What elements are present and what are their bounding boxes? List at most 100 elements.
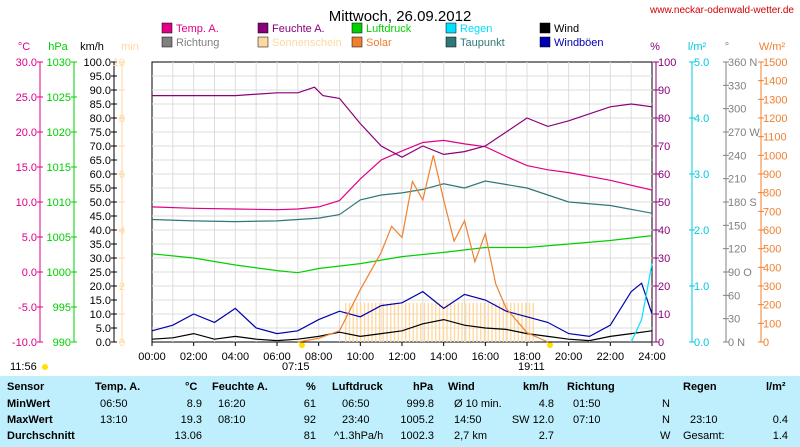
legend-label: Luftdruck	[366, 23, 412, 35]
y-tick-label: 100.0	[83, 57, 111, 69]
header-press: Luftdruck	[332, 381, 383, 393]
rain-total: 1.4	[772, 430, 788, 442]
min-hum: 61	[303, 398, 316, 410]
max-hum: 92	[303, 414, 316, 426]
legend-label: Taupunkt	[460, 37, 505, 49]
y-tick-label: 5.0	[22, 232, 37, 244]
x-tick-label: 02:00	[180, 351, 208, 363]
legend-swatch	[351, 22, 363, 34]
axis-unit-label: hPa	[48, 41, 68, 53]
min-dir: N	[662, 398, 670, 410]
y-tick-label: 0 N	[728, 337, 745, 349]
y-tick-label: 50.0	[90, 197, 111, 209]
y-tick-label: 700	[763, 206, 781, 218]
legend-label: Wind	[554, 23, 579, 35]
y-tick-label: 400	[763, 262, 781, 274]
y-tick-label: 80	[658, 113, 670, 125]
axes: 00:00 02:00 04:00 06:00 08:00 10:00 12:00 14:00…	[10, 41, 787, 373]
max-hum-time: 08:10	[218, 414, 246, 426]
y-tick-label: 35.0	[90, 239, 111, 251]
x-tick-label: 10:00	[347, 351, 375, 363]
y-tick-label: 330	[728, 80, 746, 92]
y-tick-label: 80.0	[90, 113, 111, 125]
y-tick-label: 100	[763, 318, 781, 330]
y-tick-label: 70.0	[90, 141, 111, 153]
x-tick-label: 12:00	[388, 351, 416, 363]
y-tick-label: 270 W	[728, 127, 760, 139]
y-tick-label: 150	[728, 220, 746, 232]
sunrise-marker	[299, 342, 305, 348]
y-tick-label: 60.0	[90, 169, 111, 181]
y-tick-label: 95.0	[90, 71, 111, 83]
y-tick-label: 0.0	[96, 337, 111, 349]
header-hum-unit: %	[306, 381, 316, 393]
rain-total-label: Gesamt:	[683, 430, 725, 442]
y-tick-label: 60	[658, 169, 670, 181]
y-tick-label: 300	[728, 104, 746, 116]
header-sensor: Sensor	[7, 381, 45, 393]
legend-swatch	[445, 22, 457, 34]
header-rain: Regen	[683, 381, 717, 393]
header-temp: Temp. A.	[95, 381, 141, 393]
max-dir: N	[662, 414, 670, 426]
plot-area	[151, 61, 653, 343]
x-tick-label: 14:00	[430, 351, 458, 363]
legend-swatch	[161, 22, 173, 34]
avg-press-trend: ^1.3hPa/h	[334, 430, 384, 442]
min-press: 999.8	[406, 398, 434, 410]
legend: Temp. A. Feuchte A. Luftdruck Regen Wind Rich…	[161, 22, 604, 49]
y-tick-label: 25.0	[90, 267, 111, 279]
x-tick-label: 06:00	[263, 351, 291, 363]
series-line	[151, 139, 653, 211]
y-tick-label: 40.0	[90, 225, 111, 237]
y-tick-label: 55.0	[90, 183, 111, 195]
avg-hum: 81	[303, 430, 316, 442]
y-tick-label: 90 O	[728, 267, 752, 279]
y-tick-label: 1015	[47, 162, 71, 174]
y-tick-label: 65.0	[90, 155, 111, 167]
y-tick-label: 1010	[47, 197, 71, 209]
axis-unit-label: °	[725, 41, 729, 53]
y-tick-label: 85.0	[90, 99, 111, 111]
min-wind: 4.8	[538, 398, 554, 410]
header-wind-unit: km/h	[523, 381, 549, 393]
site-url[interactable]: www.neckar-odenwald-wetter.de	[650, 5, 794, 16]
y-tick-label: 1400	[763, 76, 787, 88]
max-wind: SW 12.0	[511, 414, 554, 426]
y-tick-label: 300	[763, 281, 781, 293]
y-tick-label: 4.0	[694, 113, 709, 125]
max-rain: 0.4	[772, 414, 788, 426]
min-temp-time: 06:50	[100, 398, 128, 410]
legend-swatch	[161, 36, 173, 48]
y-tick-label: 1200	[763, 113, 787, 125]
y-tick-label: 15.0	[16, 162, 37, 174]
y-tick-label: 1100	[763, 132, 787, 144]
legend-label: Sonnenschein	[272, 37, 342, 49]
y-tick-label: 120	[728, 244, 746, 256]
axis-unit-label: km/h	[80, 41, 104, 53]
series-line	[297, 155, 549, 343]
y-tick-label: 900	[763, 169, 781, 181]
y-tick-label: 10.0	[16, 197, 37, 209]
avg-dir: W	[660, 430, 671, 442]
x-tick-label: 04:00	[222, 351, 250, 363]
series-line	[152, 86, 653, 158]
y-tick-label: 800	[763, 188, 781, 200]
y-tick-label: 10	[658, 309, 670, 321]
moon-marker	[42, 364, 48, 370]
max-rain-time: 23:10	[690, 414, 718, 426]
legend-swatch	[539, 22, 551, 34]
max-press: 1005.2	[400, 414, 434, 426]
max-temp-time: 13:10	[100, 414, 128, 426]
row-avg-label: Durchschnitt	[7, 430, 75, 442]
y-tick-label: 1500	[763, 57, 787, 69]
legend-swatch	[257, 36, 269, 48]
y-tick-label: 5.0	[694, 57, 709, 69]
avg-press: 1002.3	[400, 430, 434, 442]
y-tick-label: 2.0	[694, 225, 709, 237]
y-tick-label: 30	[658, 253, 670, 265]
legend-label: Feuchte A.	[272, 23, 325, 35]
x-tick-label: 00:00	[138, 351, 166, 363]
axis-unit-label: min	[121, 41, 139, 53]
y-tick-label: 3.0	[694, 169, 709, 181]
